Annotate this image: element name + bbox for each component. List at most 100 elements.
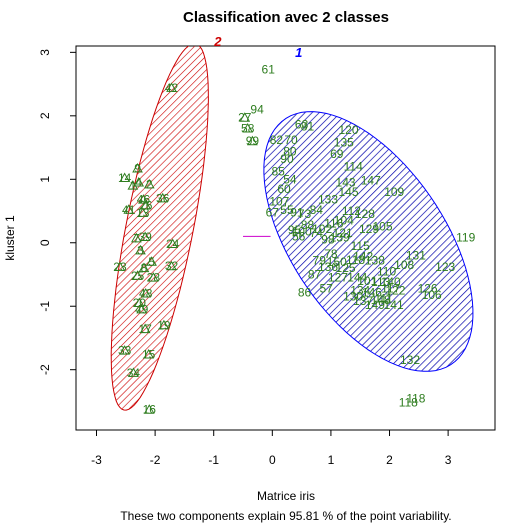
data-point-label: 42 xyxy=(165,81,179,95)
data-point-marker xyxy=(143,404,155,414)
data-point-label: 141 xyxy=(384,298,404,312)
data-point-marker xyxy=(132,270,143,280)
data-point-label: 86 xyxy=(298,285,312,299)
data-point-label: 136 xyxy=(318,260,338,274)
data-point-label: 104 xyxy=(334,214,354,228)
data-point-label: 90 xyxy=(280,152,294,166)
data-point-label: 109 xyxy=(384,185,404,199)
data-point-label: 9 xyxy=(134,161,141,175)
cluster-ellipse-2 xyxy=(110,46,209,411)
data-point-label: 8 xyxy=(141,261,148,275)
data-point-label: 54 xyxy=(283,172,297,186)
x-tick-label: 2 xyxy=(386,453,393,467)
data-point-label: 118 xyxy=(406,391,425,405)
data-point-label: 55 xyxy=(280,203,294,217)
data-point-marker xyxy=(140,199,152,210)
data-point-label: 69 xyxy=(330,147,344,161)
y-tick-label: -1 xyxy=(38,301,52,312)
data-point-label: 13 xyxy=(136,206,150,220)
data-point-label: 70 xyxy=(284,133,298,147)
y-axis-label: kluster 1 xyxy=(3,215,17,261)
data-point-label: 113 xyxy=(371,275,390,289)
y-tick-label: 3 xyxy=(38,49,52,56)
data-point-label: 131 xyxy=(406,248,426,262)
data-point-marker xyxy=(133,297,145,308)
data-point-label: 112 xyxy=(342,204,361,218)
data-point-marker xyxy=(242,122,254,133)
data-point-label: 98 xyxy=(321,233,335,247)
data-point-marker xyxy=(138,194,149,204)
data-point-label: 24 xyxy=(166,237,180,251)
data-point-label: 7 xyxy=(133,231,140,245)
data-point-label: 122 xyxy=(385,283,405,297)
x-tick-label: -3 xyxy=(91,453,102,467)
data-point-label: 133 xyxy=(318,193,338,207)
data-point-label: 127 xyxy=(328,271,348,285)
data-point-label: 114 xyxy=(344,160,363,174)
clusters-layer xyxy=(110,46,474,411)
data-point-marker xyxy=(167,238,179,249)
data-point-label: 101 xyxy=(357,274,377,288)
data-point-label: 130 xyxy=(343,290,363,304)
data-point-label: 149 xyxy=(365,298,385,312)
data-point-label: 102 xyxy=(312,222,332,236)
data-point-label: 91 xyxy=(290,205,304,219)
data-point-label: 144 xyxy=(347,271,367,285)
x-tick-label: 1 xyxy=(328,453,335,467)
data-point-marker xyxy=(157,192,169,203)
data-point-marker xyxy=(136,303,147,314)
data-point-label: 74 xyxy=(310,226,324,240)
data-point-marker xyxy=(158,319,170,330)
data-point-label: 110 xyxy=(377,264,396,278)
data-point-label: 49 xyxy=(135,302,149,316)
data-point-label: 119 xyxy=(456,231,475,245)
x-axis-label: Matrice iris xyxy=(257,489,315,503)
data-point-marker xyxy=(140,288,152,298)
data-point-marker xyxy=(139,323,151,334)
data-point-label: 82 xyxy=(270,133,284,147)
data-point-label: 61 xyxy=(262,62,276,76)
data-point-label: 58 xyxy=(241,122,255,136)
data-point-label: 56 xyxy=(292,229,306,243)
data-point-label: 41 xyxy=(122,203,136,217)
data-point-label: 4 xyxy=(135,175,142,189)
data-point-label: 81 xyxy=(301,120,315,134)
data-point-label: 143 xyxy=(336,175,356,189)
data-point-marker xyxy=(119,172,130,183)
data-point-label: 128 xyxy=(355,207,375,221)
data-point-label: 111 xyxy=(375,292,394,306)
cluster-name-label: 2 xyxy=(213,34,222,49)
data-point-label: 39 xyxy=(138,230,152,244)
data-point-label: 80 xyxy=(283,144,297,158)
data-point-label: 60 xyxy=(277,182,291,196)
data-point-label: 129 xyxy=(359,222,379,236)
data-point-marker xyxy=(137,207,149,217)
data-point-marker xyxy=(146,256,157,266)
data-point-marker xyxy=(131,232,142,243)
data-point-label: 84 xyxy=(310,203,324,217)
data-point-label: 107 xyxy=(269,195,289,209)
data-point-label: 73 xyxy=(298,207,312,221)
data-point-label: 57 xyxy=(320,281,334,295)
data-point-label: 100 xyxy=(292,224,312,238)
data-point-label: 36 xyxy=(156,191,170,205)
data-point-label: 118 xyxy=(399,396,418,410)
data-point-marker xyxy=(166,260,177,271)
data-point-label: 63 xyxy=(295,118,309,132)
x-tick-label: 0 xyxy=(269,453,276,467)
data-point-label: 132 xyxy=(400,353,420,367)
data-point-label: 126 xyxy=(418,281,438,295)
data-point-label: 150 xyxy=(327,255,347,269)
chart-title: Classification avec 2 classes xyxy=(183,9,389,26)
data-point-label: 116 xyxy=(324,217,343,231)
data-point-label: 88 xyxy=(301,218,315,232)
data-point-label: 148 xyxy=(371,293,391,307)
data-point-label: 78 xyxy=(324,247,338,261)
data-point-label: 23 xyxy=(113,260,127,274)
data-point-label: 33 xyxy=(118,344,132,358)
data-point-label: 145 xyxy=(338,185,358,199)
data-point-marker xyxy=(114,261,126,271)
